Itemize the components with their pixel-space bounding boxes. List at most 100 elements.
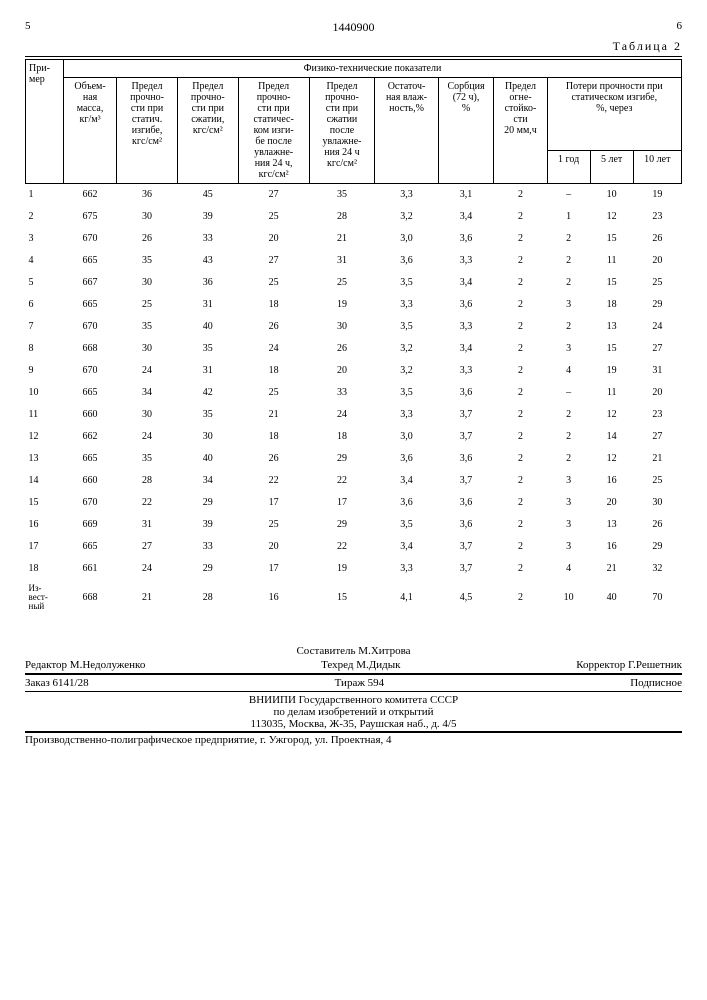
th-c6: Остаточ-ная влаж-ность,% bbox=[375, 78, 438, 184]
table-row: 7670354026303,53,3221324 bbox=[26, 316, 682, 338]
data-table: При-мер Физико-технические показатели Об… bbox=[25, 59, 682, 615]
cell: 4,5 bbox=[438, 580, 494, 615]
th-example: При-мер bbox=[26, 60, 64, 184]
cell: 24 bbox=[117, 360, 178, 382]
cell: 22 bbox=[309, 470, 375, 492]
cell: 3,7 bbox=[438, 536, 494, 558]
cell: 22 bbox=[238, 470, 309, 492]
cell: 3,4 bbox=[375, 536, 438, 558]
page-right: 6 bbox=[677, 20, 683, 35]
cell: 36 bbox=[177, 272, 238, 294]
cell: 20 bbox=[238, 536, 309, 558]
cell: 2 bbox=[547, 316, 590, 338]
cell: 18 bbox=[26, 558, 64, 580]
thead: При-мер Физико-технические показатели Об… bbox=[26, 60, 682, 184]
cell: 675 bbox=[63, 206, 116, 228]
cell: 12 bbox=[590, 448, 633, 470]
cell: 33 bbox=[177, 536, 238, 558]
cell: 2 bbox=[547, 228, 590, 250]
cell: 2 bbox=[547, 448, 590, 470]
cell: 665 bbox=[63, 448, 116, 470]
cell: 15 bbox=[590, 338, 633, 360]
cell: 11 bbox=[26, 404, 64, 426]
cell: 20 bbox=[590, 492, 633, 514]
cell: 21 bbox=[590, 558, 633, 580]
cell: 26 bbox=[633, 514, 681, 536]
cell: 25 bbox=[238, 514, 309, 536]
cell: 40 bbox=[177, 316, 238, 338]
cell: 665 bbox=[63, 536, 116, 558]
cell: 19 bbox=[633, 184, 681, 206]
cell: 34 bbox=[177, 470, 238, 492]
cell: 14 bbox=[26, 470, 64, 492]
cell: – bbox=[547, 382, 590, 404]
cell: 3,2 bbox=[375, 338, 438, 360]
table-caption: Таблица 2 bbox=[25, 39, 682, 54]
cell: 3,6 bbox=[438, 382, 494, 404]
tbody: 1662364527353,33,12–10192675303925283,23… bbox=[26, 184, 682, 615]
cell: 3 bbox=[547, 492, 590, 514]
cell: 3,6 bbox=[438, 492, 494, 514]
cell: 18 bbox=[238, 360, 309, 382]
cell: 33 bbox=[309, 382, 375, 404]
cell: 2 bbox=[494, 514, 547, 536]
cell: 3,3 bbox=[375, 184, 438, 206]
th-c2: Пределпрочно-сти пристатич.изгибе,кгс/см… bbox=[117, 78, 178, 184]
cell: 30 bbox=[117, 338, 178, 360]
cell: 20 bbox=[633, 250, 681, 272]
cell: 2 bbox=[494, 338, 547, 360]
cell: 3,0 bbox=[375, 228, 438, 250]
cell: 20 bbox=[309, 360, 375, 382]
cell: 29 bbox=[309, 448, 375, 470]
footer: Составитель М.Хитрова Редактор М.Недолуж… bbox=[25, 645, 682, 746]
cell: 2 bbox=[494, 492, 547, 514]
cell: 16 bbox=[590, 536, 633, 558]
cell: 3,7 bbox=[438, 404, 494, 426]
cell: 24 bbox=[633, 316, 681, 338]
cell: 2 bbox=[547, 272, 590, 294]
cell: 16 bbox=[238, 580, 309, 615]
cell: 662 bbox=[63, 184, 116, 206]
table-row: 13665354026293,63,6221221 bbox=[26, 448, 682, 470]
cell: 3,6 bbox=[438, 448, 494, 470]
cell: 18 bbox=[590, 294, 633, 316]
cell: 660 bbox=[63, 404, 116, 426]
printer: Производственно-полиграфическое предприя… bbox=[25, 734, 682, 746]
cell: 28 bbox=[309, 206, 375, 228]
cell: 3,7 bbox=[438, 426, 494, 448]
cell: 26 bbox=[117, 228, 178, 250]
table-row: 12662243018183,03,7221427 bbox=[26, 426, 682, 448]
cell: 2 bbox=[494, 426, 547, 448]
th-c9b: 5 лет bbox=[590, 151, 633, 184]
cell: 3,4 bbox=[375, 470, 438, 492]
cell: 27 bbox=[117, 536, 178, 558]
cell: 2 bbox=[494, 580, 547, 615]
table-row: 11660303521243,33,7221223 bbox=[26, 404, 682, 426]
cell: 9 bbox=[26, 360, 64, 382]
cell: 668 bbox=[63, 338, 116, 360]
cell: 3,7 bbox=[438, 558, 494, 580]
cell: 2 bbox=[494, 250, 547, 272]
cell: 26 bbox=[309, 338, 375, 360]
table-row: 4665354327313,63,3221120 bbox=[26, 250, 682, 272]
th-c5: Пределпрочно-сти присжатиипослеувлажне-н… bbox=[309, 78, 375, 184]
cell: 30 bbox=[309, 316, 375, 338]
table-row: 5667303625253,53,4221525 bbox=[26, 272, 682, 294]
th-c9-group: Потери прочности пристатическом изгибе,%… bbox=[547, 78, 681, 151]
cell: Из-вест-ный bbox=[26, 580, 64, 615]
cell: 19 bbox=[309, 558, 375, 580]
cell: 42 bbox=[177, 382, 238, 404]
cell: 4 bbox=[547, 558, 590, 580]
cell: 19 bbox=[309, 294, 375, 316]
cell: 15 bbox=[590, 272, 633, 294]
cell: 26 bbox=[238, 448, 309, 470]
org3: 113035, Москва, Ж-35, Раушская наб., д. … bbox=[25, 718, 682, 730]
cell: 668 bbox=[63, 580, 116, 615]
cell: 12 bbox=[590, 206, 633, 228]
cell: 12 bbox=[26, 426, 64, 448]
editor: Редактор М.Недолуженко bbox=[25, 659, 145, 671]
cell: 20 bbox=[633, 382, 681, 404]
cell: 25 bbox=[309, 272, 375, 294]
cell: 665 bbox=[63, 250, 116, 272]
cell: 3 bbox=[547, 470, 590, 492]
